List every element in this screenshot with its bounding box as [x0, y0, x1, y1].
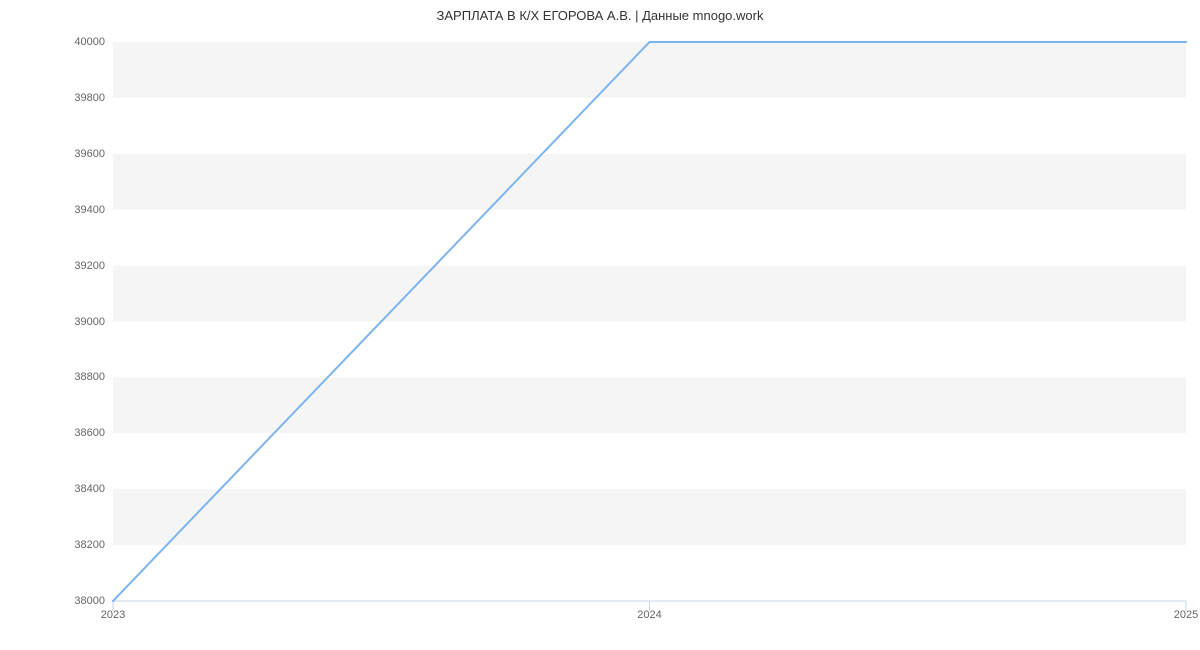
x-axis-tick-label: 2024 — [637, 601, 661, 621]
y-axis-tick-label: 38200 — [74, 539, 113, 551]
y-axis-tick-label: 39200 — [74, 260, 113, 272]
plot-area: 3800038200384003860038800390003920039400… — [113, 42, 1186, 601]
y-axis-tick-label: 39600 — [74, 148, 113, 160]
y-axis-tick-label: 38400 — [74, 483, 113, 495]
y-axis-tick-label: 39400 — [74, 204, 113, 216]
chart-title: ЗАРПЛАТА В К/Х ЕГОРОВА А.В. | Данные mno… — [0, 8, 1200, 23]
y-axis-tick-label: 38600 — [74, 427, 113, 439]
x-axis-tick-label: 2023 — [101, 601, 125, 621]
salary-line-chart: ЗАРПЛАТА В К/Х ЕГОРОВА А.В. | Данные mno… — [0, 0, 1200, 650]
y-axis-tick-label: 40000 — [74, 36, 113, 48]
x-axis-tick-label: 2025 — [1174, 601, 1198, 621]
y-axis-tick-label: 38800 — [74, 371, 113, 383]
y-axis-tick-label: 39800 — [74, 92, 113, 104]
y-axis-tick-label: 39000 — [74, 316, 113, 328]
